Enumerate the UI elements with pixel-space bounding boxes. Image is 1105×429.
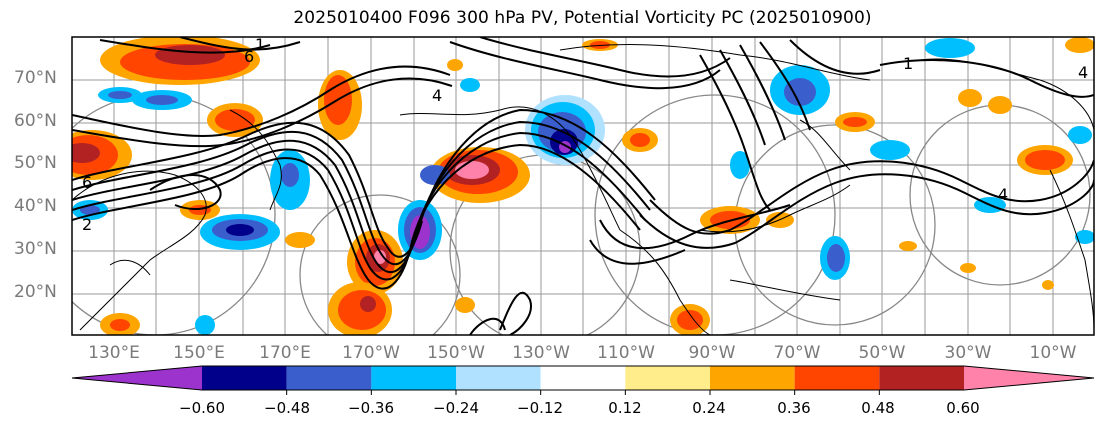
lon-label-90w: 90°W bbox=[688, 343, 736, 363]
lat-lon-grid bbox=[72, 37, 1094, 335]
lon-label-70w: 70°W bbox=[773, 343, 821, 363]
colorbar-bin bbox=[794, 366, 880, 390]
lat-label-30n: 30°N bbox=[14, 239, 57, 259]
colorbar-bin bbox=[879, 366, 964, 390]
colorbar-tick-label: −0.48 bbox=[264, 399, 310, 417]
lon-label-150w: 150°W bbox=[427, 343, 485, 363]
lon-label-130w: 130°W bbox=[512, 343, 570, 363]
contour-label: 2 bbox=[82, 215, 92, 234]
colorbar-bin bbox=[371, 366, 456, 390]
colorbar-bin bbox=[710, 366, 795, 390]
contour-label: 1 bbox=[255, 35, 265, 54]
colorbar-bin bbox=[625, 366, 710, 390]
colorbar-bin bbox=[456, 366, 541, 390]
colorbar-extend-max bbox=[964, 366, 1094, 390]
pv-anomaly-shading bbox=[72, 37, 1094, 335]
lat-label-60n: 60°N bbox=[14, 111, 57, 131]
lon-label-110w: 110°W bbox=[597, 343, 655, 363]
lon-label-170w: 170°W bbox=[342, 343, 400, 363]
lon-label-130e: 130°E bbox=[88, 343, 140, 363]
lat-label-70n: 70°N bbox=[14, 68, 57, 88]
colorbar-tick-label: 0.24 bbox=[692, 399, 726, 417]
colorbar-tick-label: −0.36 bbox=[348, 399, 394, 417]
colorbar-tick-label: 0.12 bbox=[608, 399, 642, 417]
contour-label: 6 bbox=[82, 173, 92, 192]
colorbar-outline bbox=[71, 365, 1095, 391]
contour-label: 6 bbox=[244, 47, 254, 66]
colorbar-tick-label: 0.36 bbox=[777, 399, 811, 417]
contour-labels: 1 6 4 4 6 2 1 4 bbox=[82, 35, 1088, 234]
colorbar-tick-label: −0.60 bbox=[179, 399, 225, 417]
lon-label-50w: 50°W bbox=[858, 343, 906, 363]
lon-label-150e: 150°E bbox=[173, 343, 225, 363]
colorbar-bin bbox=[286, 366, 372, 390]
colorbar-bin bbox=[540, 366, 626, 390]
contour-label: 4 bbox=[998, 185, 1008, 204]
lon-label-10w: 10°W bbox=[1029, 343, 1077, 363]
contour-label: 4 bbox=[1078, 63, 1088, 82]
map-frame bbox=[71, 36, 1095, 336]
map-title: 2025010400 F096 300 hPa PV, Potential Vo… bbox=[293, 8, 872, 28]
contour-label: 1 bbox=[903, 54, 913, 73]
contour-label: 4 bbox=[432, 86, 442, 105]
colorbar-tick-label: 0.48 bbox=[861, 399, 895, 417]
lat-label-50n: 50°N bbox=[14, 153, 57, 173]
coastlines bbox=[72, 44, 1094, 335]
lon-label-170e: 170°E bbox=[259, 343, 311, 363]
colorbar-extend-min bbox=[72, 366, 202, 390]
colorbar-tick-label: 0.60 bbox=[946, 399, 980, 417]
colorbar-bin bbox=[202, 366, 287, 390]
colorbar bbox=[71, 365, 1095, 395]
colorbar-tick-label: −0.24 bbox=[433, 399, 479, 417]
lat-label-40n: 40°N bbox=[14, 196, 57, 216]
colorbar-tick-label: −0.12 bbox=[517, 399, 563, 417]
lon-label-30w: 30°W bbox=[944, 343, 992, 363]
pv-contours bbox=[72, 37, 1094, 335]
lat-label-20n: 20°N bbox=[14, 282, 57, 302]
